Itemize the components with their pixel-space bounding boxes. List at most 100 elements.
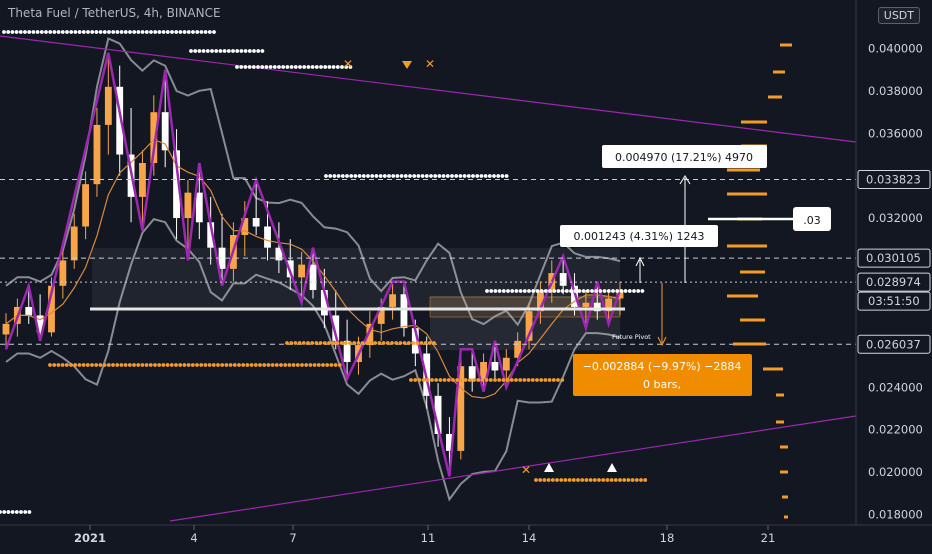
dot-level-white	[510, 289, 515, 293]
dot-level-white	[2, 510, 7, 514]
dot-level-white	[260, 65, 265, 69]
dot-level-white	[636, 289, 641, 293]
dot-level-white	[44, 30, 48, 34]
dot-level-white	[569, 289, 573, 293]
dot-level-orange	[463, 378, 468, 382]
candle-body	[104, 86, 112, 125]
dot-level-orange	[148, 363, 153, 367]
time-axis[interactable]: 2021 4 7 11 14 18 21	[74, 525, 775, 545]
dot-level-orange	[377, 341, 382, 345]
dot-level-orange	[316, 363, 321, 367]
dot-level-white	[23, 510, 28, 514]
ladder-rung	[740, 318, 765, 322]
x-marker: ✕	[343, 57, 353, 71]
dot-level-orange	[597, 478, 601, 482]
dot-level-orange	[613, 478, 618, 482]
dot-level-white	[353, 174, 358, 178]
candle-body	[559, 273, 567, 286]
dot-level-white	[492, 174, 496, 178]
dot-level-orange	[119, 363, 124, 367]
dot-level-orange	[203, 363, 208, 367]
dot-level-white	[201, 49, 206, 53]
dot-level-orange	[455, 378, 460, 382]
dot-level-white	[466, 174, 471, 178]
dot-level-white	[310, 65, 315, 69]
dot-level-white	[640, 289, 645, 293]
dot-level-white	[623, 289, 628, 293]
measure-text-middle: 0.001243 (4.31%) 1243	[573, 230, 704, 243]
dot-level-white	[366, 174, 370, 178]
dot-level-white	[420, 174, 425, 178]
dot-level-orange	[630, 478, 635, 482]
dot-level-white	[527, 289, 531, 293]
dot-level-white	[90, 30, 95, 34]
dot-level-white	[256, 65, 260, 69]
dot-level-orange	[165, 363, 170, 367]
dot-level-white	[577, 289, 582, 293]
dot-level-white	[191, 30, 195, 34]
dot-level-orange	[85, 363, 90, 367]
ladder-rung	[773, 70, 785, 74]
dot-level-white	[627, 289, 632, 293]
dot-level-white	[374, 174, 379, 178]
signal-markers: ✕ ✕ ✕	[343, 57, 617, 477]
dot-level-white	[403, 174, 408, 178]
dot-level-orange	[98, 363, 103, 367]
dot-level-orange	[538, 478, 543, 482]
dot-level-white	[52, 30, 57, 34]
dot-level-orange	[539, 378, 544, 382]
chart-title: Theta Fuel / TetherUS, 4h, BINANCE	[8, 6, 221, 20]
price-badge-label: 0.026037	[866, 337, 921, 351]
dot-level-orange	[509, 378, 514, 382]
currency-badge[interactable]: USDT	[877, 7, 920, 24]
dot-level-orange	[543, 378, 548, 382]
dot-level-orange	[56, 363, 61, 367]
dot-level-white	[182, 30, 187, 34]
dot-level-white	[306, 65, 311, 69]
dot-level-white	[56, 30, 61, 34]
dot-level-white	[357, 174, 362, 178]
dot-level-orange	[270, 363, 275, 367]
dot-level-white	[264, 65, 269, 69]
dot-level-white	[10, 510, 15, 514]
dot-level-orange	[102, 363, 107, 367]
x-marker: ✕	[521, 463, 531, 477]
dot-level-orange	[415, 341, 420, 345]
dot-level-orange	[314, 341, 319, 345]
dot-level-white	[6, 30, 11, 34]
candle-body	[59, 260, 67, 286]
dot-level-orange	[618, 478, 622, 482]
ladder-rung	[776, 393, 784, 397]
dot-level-orange	[576, 478, 580, 482]
dot-level-white	[387, 174, 391, 178]
ladder-rung	[740, 270, 765, 274]
dot-level-orange	[348, 341, 352, 345]
dot-level-orange	[136, 363, 141, 367]
dot-level-orange	[398, 341, 403, 345]
dot-level-white	[485, 289, 489, 293]
dot-level-white	[585, 289, 590, 293]
dot-level-orange	[360, 341, 365, 345]
candle-body	[36, 315, 44, 333]
upper-trendline	[0, 35, 857, 143]
dot-level-white	[514, 289, 519, 293]
dot-level-orange	[563, 478, 568, 482]
dot-level-white	[487, 174, 492, 178]
dot-level-orange	[381, 341, 386, 345]
candle-body	[593, 302, 601, 312]
dot-level-white	[548, 289, 552, 293]
dot-level-orange	[497, 378, 502, 382]
candle-body	[502, 357, 510, 371]
dot-level-orange	[430, 378, 434, 382]
dot-level-white	[277, 65, 281, 69]
dot-level-orange	[571, 478, 576, 482]
dot-level-white	[170, 30, 174, 34]
dot-level-white	[243, 49, 248, 53]
dot-level-white	[23, 30, 27, 34]
dot-level-orange	[291, 363, 296, 367]
dot-level-white	[319, 65, 323, 69]
dot-level-white	[433, 174, 438, 178]
price-badge	[857, 272, 931, 292]
